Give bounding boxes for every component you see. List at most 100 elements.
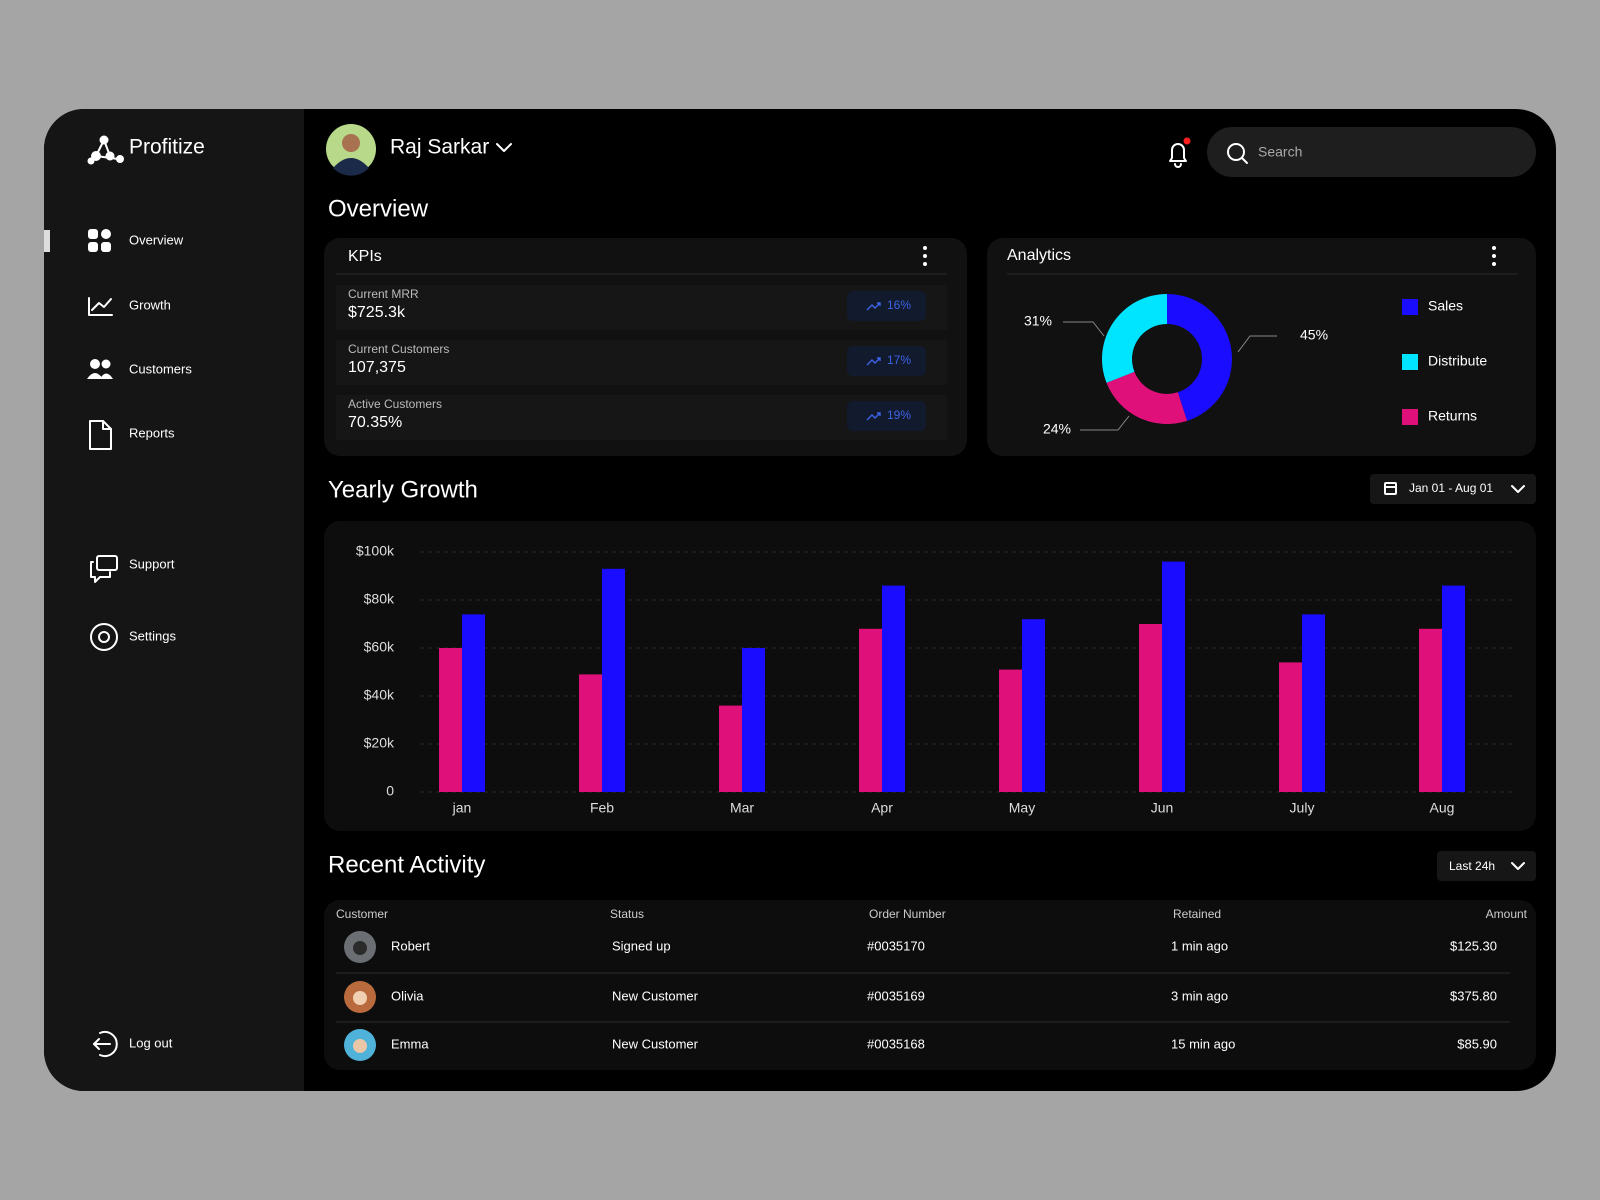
kebab-menu[interactable]	[1492, 246, 1496, 266]
kpi-value: 70.35%	[348, 414, 402, 431]
leader-line	[1080, 415, 1130, 431]
section-title: Yearly Growth	[328, 476, 478, 503]
customer-avatar-face	[353, 941, 367, 955]
nav-item[interactable]: Settings	[129, 628, 176, 643]
legend-swatch	[1402, 354, 1418, 370]
growth-card	[324, 521, 1536, 831]
icon-customers	[87, 359, 113, 379]
slice-label: 31%	[1024, 313, 1052, 329]
x-tick-label: July	[1290, 800, 1315, 816]
user-name[interactable]: Raj Sarkar	[390, 136, 489, 159]
table-cell: New Customer	[612, 988, 699, 1003]
x-tick-label: Feb	[590, 800, 614, 816]
date-range: Jan 01 - Aug 01	[1409, 481, 1493, 495]
bell-icon[interactable]	[1169, 143, 1187, 168]
icon-settings	[90, 623, 118, 651]
icon-reports	[89, 420, 112, 450]
active-indicator	[44, 230, 50, 252]
x-tick-label: May	[1009, 800, 1035, 816]
bar	[999, 669, 1022, 792]
kpi-change: 16%	[887, 298, 911, 312]
card-title: KPIs	[348, 248, 382, 265]
bar	[1022, 619, 1045, 792]
legend-label: Distribute	[1428, 353, 1487, 369]
icon-support	[90, 555, 118, 583]
bar	[1139, 624, 1162, 792]
kpi-badge	[847, 401, 926, 431]
table-cell: New Customer	[612, 1036, 699, 1051]
column-header: Amount	[1486, 907, 1528, 921]
kpi-change: 17%	[887, 353, 911, 367]
table-cell: Olivia	[391, 988, 424, 1003]
x-tick-label: Jun	[1151, 800, 1174, 816]
kpi-row	[336, 340, 947, 385]
kpi-label: Active Customers	[348, 397, 442, 411]
table-cell: $125.30	[1450, 938, 1497, 953]
brand-name: Profitize	[129, 136, 205, 159]
pie-slice	[1167, 294, 1232, 421]
pie-slice	[1102, 294, 1167, 383]
kpi-row	[336, 285, 947, 330]
bar	[882, 585, 905, 792]
bar	[742, 648, 765, 792]
range-dropdown[interactable]	[1437, 851, 1536, 881]
icon-logout	[93, 1031, 118, 1057]
logout-link[interactable]: Log out	[129, 1035, 173, 1050]
nav-item[interactable]: Overview	[129, 232, 184, 247]
table-cell: #0035170	[867, 938, 925, 953]
notification-dot	[1183, 137, 1191, 145]
y-tick-label: 0	[386, 783, 394, 799]
nav-item[interactable]: Growth	[129, 297, 171, 312]
column-header: Status	[610, 907, 644, 921]
bar	[1302, 614, 1325, 792]
nav-item[interactable]: Support	[129, 556, 175, 571]
slice-label: 24%	[1043, 421, 1071, 437]
table-cell: 15 min ago	[1171, 1036, 1235, 1051]
slice-label: 45%	[1300, 327, 1328, 343]
search-placeholder: Search	[1258, 144, 1302, 160]
kpi-row	[336, 395, 947, 440]
y-tick-label: $40k	[364, 687, 395, 703]
y-tick-label: $100k	[356, 543, 395, 559]
kpi-change: 19%	[887, 408, 911, 422]
user-chevron	[496, 143, 512, 152]
x-tick-label: Aug	[1430, 800, 1455, 816]
kpi-value: 107,375	[348, 359, 406, 376]
table-cell: Robert	[391, 938, 430, 953]
bar	[1162, 561, 1185, 792]
bar	[719, 705, 742, 792]
legend-swatch	[1402, 409, 1418, 425]
column-header: Order Number	[869, 907, 946, 921]
bar	[462, 614, 485, 792]
kpi-label: Current MRR	[348, 287, 419, 301]
chevron	[1511, 485, 1525, 493]
range-label: Last 24h	[1449, 859, 1495, 873]
customer-avatar-face	[353, 991, 367, 1005]
nav-item[interactable]: Reports	[129, 425, 175, 440]
logo	[87, 135, 124, 165]
legend-label: Returns	[1428, 408, 1477, 424]
bar	[1442, 585, 1465, 792]
bar	[1279, 662, 1302, 792]
kpi-label: Current Customers	[348, 342, 449, 356]
leader-line	[1237, 335, 1277, 353]
card-title: Analytics	[1007, 247, 1071, 264]
avatar	[326, 124, 376, 176]
kebab-menu[interactable]	[923, 246, 927, 266]
y-tick-label: $20k	[364, 735, 395, 751]
bar	[602, 568, 625, 792]
bar	[1419, 628, 1442, 792]
kpi-badge	[847, 291, 926, 321]
search-box[interactable]	[1207, 127, 1536, 177]
table-cell: #0035168	[867, 1036, 925, 1051]
legend-swatch	[1402, 299, 1418, 315]
table-cell: $85.90	[1457, 1036, 1497, 1051]
bar	[439, 648, 462, 792]
bar	[579, 674, 602, 792]
column-header: Customer	[336, 907, 388, 921]
date-dropdown[interactable]	[1370, 474, 1536, 504]
nav-item[interactable]: Customers	[129, 361, 192, 376]
trend-icon	[866, 412, 881, 421]
legend-label: Sales	[1428, 298, 1463, 314]
